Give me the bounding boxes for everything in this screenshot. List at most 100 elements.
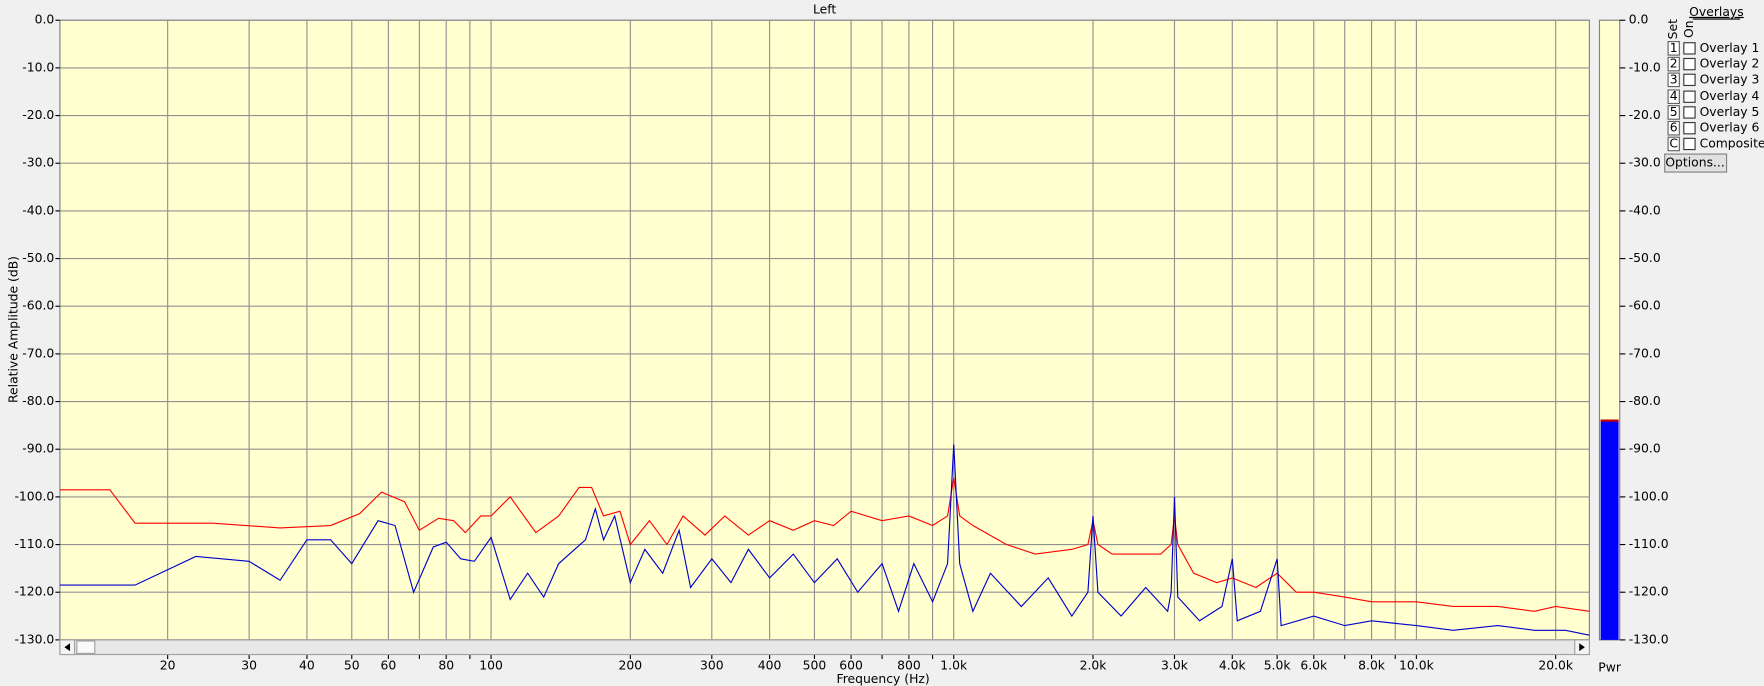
- trace-line: [59, 444, 1590, 636]
- on-checkbox[interactable]: [1683, 137, 1696, 151]
- x-tick-label: 500: [803, 658, 827, 672]
- scroll-track[interactable]: [59, 639, 1590, 656]
- trace-line: [59, 477, 1590, 612]
- set-label: Set: [1666, 19, 1680, 39]
- on-checkbox[interactable]: [1683, 42, 1696, 55]
- x-tick-label: 200: [619, 658, 643, 672]
- arrow-icon: [1579, 643, 1585, 652]
- on-checkbox[interactable]: [1683, 122, 1696, 135]
- y-tick-label: -50.0: [22, 251, 54, 265]
- x-tick-label: 800: [897, 658, 921, 672]
- x-tick-label: 100: [479, 658, 503, 672]
- y-tick-label: -30.0: [22, 156, 54, 170]
- set-box[interactable]: [1667, 41, 1680, 56]
- y2-tick-label: -60.0: [1629, 299, 1661, 313]
- y-tick-label: -130.0: [14, 632, 54, 646]
- x-tick-label: 10.0k: [1399, 658, 1435, 672]
- y2-tick-label: -40.0: [1629, 203, 1661, 217]
- y-tick-label: -80.0: [22, 394, 54, 408]
- meter-label: Pwr: [1598, 661, 1622, 675]
- x-tick-label: 50: [344, 658, 360, 672]
- y-tick-label: 0.0: [35, 13, 55, 27]
- scroll-thumb[interactable]: [76, 640, 96, 654]
- y2-tick-label: -120.0: [1629, 585, 1669, 599]
- overlay-name: Composite: [1700, 136, 1764, 150]
- on-checkbox[interactable]: [1683, 90, 1696, 103]
- chart-title: Left: [813, 3, 836, 17]
- x-tick-label: 20.0k: [1538, 658, 1574, 672]
- y-tick-label: -110.0: [14, 537, 54, 551]
- set-key[interactable]: 6: [1670, 121, 1678, 135]
- x-tick-label: 80: [438, 658, 454, 672]
- y2-tick-label: -90.0: [1629, 442, 1661, 456]
- y-tick-label: -60.0: [22, 299, 54, 313]
- y2-tick-label: 0.0: [1629, 13, 1649, 27]
- y2-tick-label: -70.0: [1629, 346, 1661, 360]
- traces: [59, 444, 1590, 636]
- y2-tick-label: -30.0: [1629, 156, 1661, 170]
- y2-tick-label: -100.0: [1629, 489, 1669, 503]
- set-key[interactable]: C: [1669, 136, 1678, 150]
- y-tick-label: -100.0: [14, 489, 54, 503]
- arrow-icon: [64, 643, 71, 652]
- x-tick-label: 400: [758, 658, 782, 672]
- scrollbar[interactable]: [59, 639, 1590, 656]
- button-label[interactable]: Options...: [1665, 156, 1724, 170]
- x-tick-label: 5.0k: [1264, 658, 1292, 672]
- options-button[interactable]: [1664, 153, 1728, 173]
- overlay-panel: Overlays Set On Options... 1 Overlay 1 2 Ov…: [1664, 5, 1764, 173]
- y2-tick-label: -80.0: [1629, 394, 1661, 408]
- x-tick-label: 40: [299, 658, 315, 672]
- overlay-name: Overlay 6: [1700, 121, 1760, 135]
- overlay-name: Overlay 4: [1700, 89, 1760, 103]
- x-tick-label: 20: [160, 658, 176, 672]
- on-checkbox[interactable]: [1683, 73, 1696, 87]
- set-key[interactable]: 1: [1670, 41, 1678, 55]
- overlay-name: Overlay 1: [1700, 41, 1760, 55]
- y-tick-label: -40.0: [22, 203, 54, 217]
- set-box[interactable]: [1667, 89, 1680, 105]
- x-tick-label: 3.0k: [1161, 658, 1189, 672]
- on-label: On: [1682, 20, 1696, 38]
- set-key[interactable]: 4: [1670, 89, 1678, 103]
- x-tick-label: 4.0k: [1219, 658, 1247, 672]
- x-tick-label: 2.0k: [1080, 658, 1108, 672]
- grid: 0.0 0.0 -10.0 -10.0 -20.0 -20.0 -30.0 -30.0 -40.…: [14, 13, 1668, 673]
- y2-tick-label: -130.0: [1629, 632, 1669, 646]
- x-tick-label: 8.0k: [1358, 658, 1386, 672]
- overlay-name: Overlay 5: [1700, 105, 1760, 119]
- y-tick-label: -10.0: [22, 60, 54, 74]
- y2-tick-label: -110.0: [1629, 537, 1669, 551]
- x-tick-label: 600: [839, 658, 863, 672]
- set-box[interactable]: [1667, 56, 1680, 72]
- x-tick-label: 6.0k: [1300, 658, 1328, 672]
- set-box[interactable]: [1667, 72, 1680, 88]
- set-box[interactable]: [1667, 105, 1680, 120]
- on-checkbox[interactable]: [1683, 57, 1696, 71]
- y-tick-label: -120.0: [14, 585, 54, 599]
- on-checkbox[interactable]: [1683, 106, 1696, 119]
- plot-area: [59, 19, 1590, 641]
- x-tick-label: 300: [700, 658, 724, 672]
- set-box[interactable]: [1667, 120, 1680, 136]
- y-axis-label: Relative Amplitude (dB): [6, 256, 20, 403]
- x-tick-label: 1.0k: [940, 658, 968, 672]
- set-key[interactable]: 2: [1670, 57, 1678, 71]
- set-key[interactable]: 3: [1670, 72, 1678, 86]
- y-tick-label: -20.0: [22, 108, 54, 122]
- x-axis-label: Frequency (Hz): [837, 672, 930, 686]
- meter-bar: [1600, 420, 1619, 640]
- overlay-name: Overlay 3: [1700, 72, 1760, 86]
- y2-tick-label: -20.0: [1629, 108, 1661, 122]
- y-tick-label: -90.0: [22, 442, 54, 456]
- set-key[interactable]: 5: [1670, 105, 1678, 119]
- set-box[interactable]: [1667, 136, 1680, 152]
- overlay-title: Overlays: [1689, 5, 1744, 19]
- y2-tick-label: -10.0: [1629, 60, 1661, 74]
- overlay-name: Overlay 2: [1700, 57, 1760, 71]
- y2-tick-label: -50.0: [1629, 251, 1661, 265]
- x-tick-label: 30: [241, 658, 257, 672]
- y-tick-label: -70.0: [22, 346, 54, 360]
